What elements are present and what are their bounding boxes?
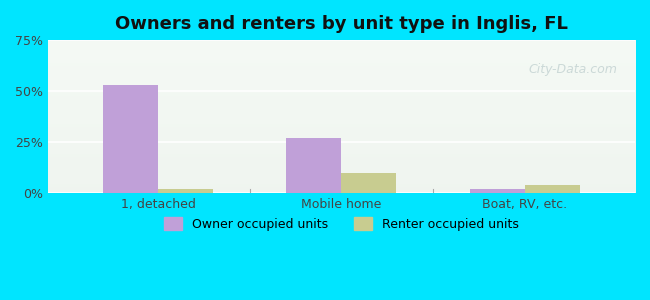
Bar: [525, 185, 580, 193]
Bar: [287, 138, 341, 193]
Legend: Owner occupied units, Renter occupied units: Owner occupied units, Renter occupied un…: [159, 212, 524, 236]
Bar: [341, 173, 396, 193]
Bar: [103, 85, 158, 193]
Bar: [525, 185, 580, 193]
Bar: [158, 189, 213, 193]
Bar: [103, 85, 158, 193]
Title: Owners and renters by unit type in Inglis, FL: Owners and renters by unit type in Ingli…: [115, 15, 568, 33]
Bar: [470, 189, 525, 193]
Bar: [470, 189, 525, 193]
Text: City-Data.com: City-Data.com: [528, 63, 618, 76]
Bar: [341, 173, 396, 193]
Bar: [158, 189, 213, 193]
Bar: [287, 138, 341, 193]
